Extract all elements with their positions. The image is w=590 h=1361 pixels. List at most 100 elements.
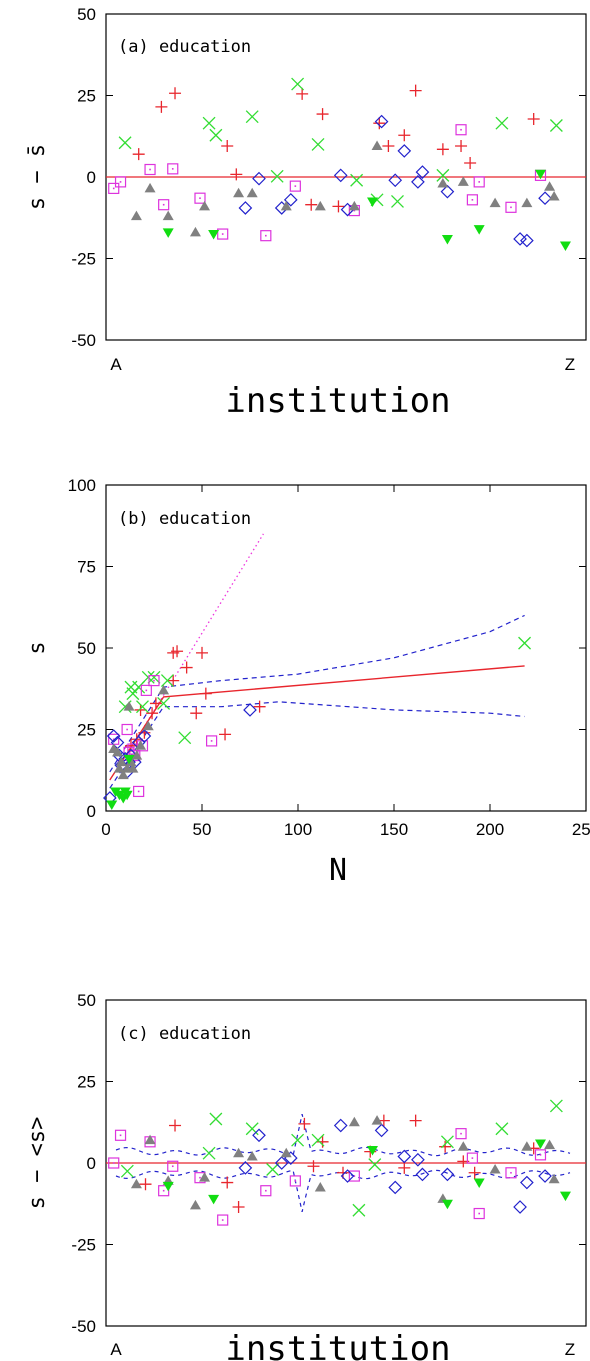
panel-b-point-triangle-up-4	[117, 769, 129, 780]
panel-a-point-square-3-box	[158, 199, 170, 211]
panel-b-point-x-8	[160, 674, 174, 688]
y-tick-label-1: -25	[71, 1236, 96, 1255]
panel-a-point-plus-2	[132, 148, 145, 161]
panel-c-point-square-14-box	[534, 1149, 547, 1161]
panel-c-point-triangle-up-4	[199, 1172, 211, 1182]
panel-c-point-plus-4	[298, 1117, 311, 1130]
panel-a-point-triangle-down-0	[162, 228, 174, 238]
panel-a-point-plus-1	[169, 87, 182, 100]
panel-c-y-label: s − <s>	[25, 1117, 50, 1210]
panel-c-point-square-12-box	[473, 1207, 485, 1220]
panel-c-annotation: (c) education	[118, 1024, 251, 1044]
panel-a-point-square-8	[289, 180, 301, 192]
panel-a-point-diamond-0	[238, 201, 253, 215]
panel-a-point-plus-9	[373, 117, 386, 130]
panel-b-point-square-9-box	[148, 674, 160, 687]
panel-a-point-triangle-down-4	[473, 225, 485, 235]
panel-a-point-square-11	[466, 194, 478, 206]
panel-c-point-plus-11	[409, 1114, 422, 1127]
panel-c-point-square-11-dot	[471, 1157, 474, 1159]
panel-c-point-triangle-up-0	[130, 1178, 142, 1189]
panel-c-point-triangle-down-1	[208, 1194, 220, 1205]
panel-c-point-square-0	[108, 1157, 120, 1169]
panel-a-point-square-2-box	[144, 163, 156, 176]
panel-c-point-diamond-1	[252, 1128, 266, 1143]
panel-a-point-triangle-up-13	[489, 197, 501, 208]
panel-a-point-diamond-3	[283, 192, 298, 207]
panel-b-point-plus-14	[253, 700, 266, 713]
panel-c-point-x-9	[440, 1135, 454, 1149]
panel-c-point-x-10	[495, 1122, 509, 1136]
panel-a-point-triangle-up-10	[371, 140, 383, 151]
panel-b-point-square-6-box	[133, 785, 145, 798]
panel-c-point-plus-1	[169, 1119, 182, 1132]
panel-c-point-diamond-4	[333, 1118, 348, 1133]
panel-a-point-square-0-box	[108, 182, 120, 195]
panel-a-point-diamond-8	[397, 144, 412, 158]
panel-c-plot-area	[106, 1099, 586, 1226]
panel-c-point-x-0	[120, 1164, 134, 1178]
panel-b-annotation: (b) education	[118, 509, 251, 529]
panel-a-point-square-3-dot	[162, 203, 165, 206]
panel-c-point-triangle-up-15	[544, 1139, 556, 1150]
panel-c-point-triangle-down-3	[441, 1199, 453, 1210]
panel-a-point-plus-13	[436, 143, 449, 156]
panel-b-point-square-2-dot	[126, 728, 128, 731]
panel-a-point-triangle-up-9	[348, 200, 360, 211]
panel-a-point-plus-11	[398, 129, 411, 142]
panel-a-point-x-3	[245, 110, 259, 124]
svg-text:s − s̄: s − s̄	[25, 144, 50, 210]
panel-c-point-triangle-up-7	[280, 1147, 292, 1158]
panel-c-point-square-14	[534, 1149, 547, 1161]
panel-a-point-triangle-up-12	[457, 176, 469, 186]
panel-c-point-plus-6	[316, 1135, 329, 1148]
panel-b-point-square-0-dot	[112, 738, 115, 741]
panel-a-point-square-8-box	[289, 180, 301, 192]
panel-c-point-diamond-5	[340, 1169, 355, 1183]
panel-c-point-square-6-dot	[221, 1219, 224, 1221]
panel-a-point-square-11-dot	[471, 199, 474, 201]
panel-c-point-square-1-box	[114, 1129, 127, 1141]
panel-b-y-label: s	[25, 641, 50, 654]
panel-c-point-square-13-dot	[510, 1171, 512, 1174]
panel-a-x-label: institution	[225, 381, 450, 421]
y-tick-label-3: 75	[77, 558, 96, 577]
panel-c-point-square-13-box	[505, 1167, 517, 1179]
panel-a-point-diamond-10	[415, 165, 430, 179]
x-tick-label-5: 250	[572, 820, 590, 839]
panel-a-point-square-6	[217, 228, 229, 240]
panel-c-point-triangle-up-8	[314, 1181, 326, 1192]
svg-text:s − <s>: s − <s>	[25, 1117, 50, 1210]
y-tick-label-1: -25	[71, 250, 96, 269]
panel-c-point-square-7	[260, 1185, 272, 1197]
panel-b-point-plus-4	[146, 707, 159, 720]
panel-c-point-plus-14	[468, 1166, 481, 1179]
panel-c-xtick-Z: Z	[565, 1340, 575, 1359]
y-tick-label-0: -50	[71, 331, 96, 350]
panel-c-point-square-10	[455, 1128, 467, 1140]
panel-b-point-triangle-up-10	[135, 740, 147, 750]
panel-b-point-square-8	[140, 684, 152, 696]
panel-a-point-diamond-9	[411, 175, 425, 189]
panel-c-point-x-5	[291, 1133, 305, 1147]
panel-a-point-triangle-up-5	[233, 187, 245, 198]
panel-c-point-triangle-up-6	[246, 1150, 258, 1161]
panel-a-point-diamond-11	[440, 184, 455, 199]
panel-c-point-triangle-down-0	[162, 1181, 174, 1192]
panel-c-series-square	[108, 1128, 547, 1226]
panel-a-series-square	[108, 124, 547, 242]
panel-a-point-triangle-down-2	[367, 197, 379, 207]
panel-a-point-plus-10	[382, 140, 395, 153]
panel-c-point-triangle-up-1	[144, 1134, 156, 1145]
panel-c-point-diamond-8	[397, 1149, 412, 1164]
panel-a-point-triangle-down-5	[534, 169, 546, 180]
panel-a-point-square-10-box	[455, 124, 467, 136]
panel-c-point-square-1	[114, 1129, 127, 1141]
panel-b-point-triangle-up-6	[123, 701, 135, 711]
panel-c-point-triangle-up-14	[521, 1141, 533, 1151]
panel-a-point-diamond-6	[374, 114, 389, 129]
panel-b-point-x-7	[157, 696, 171, 710]
panel-c-point-plus-3	[232, 1201, 245, 1214]
panel-c-point-diamond-10	[415, 1167, 430, 1182]
panel-c-point-square-8-dot	[294, 1180, 297, 1182]
